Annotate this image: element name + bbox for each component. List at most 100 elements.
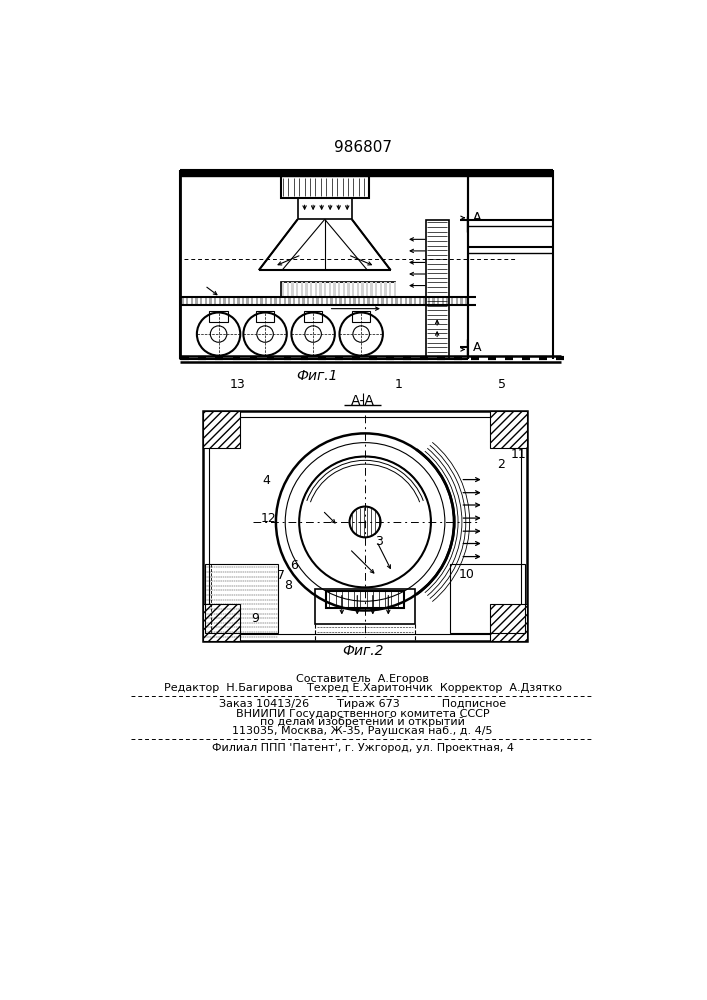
- Bar: [370, 282, 373, 296]
- Text: по делам изобретений и открытий: по делам изобретений и открытий: [260, 717, 465, 727]
- Bar: [307, 297, 309, 305]
- Bar: [356, 282, 359, 296]
- Bar: [437, 297, 440, 305]
- Bar: [391, 297, 393, 305]
- Bar: [291, 282, 293, 296]
- Bar: [372, 297, 374, 305]
- Bar: [446, 297, 449, 305]
- Bar: [281, 282, 395, 297]
- Bar: [195, 297, 198, 305]
- Bar: [368, 297, 370, 305]
- Bar: [377, 297, 379, 305]
- Bar: [490, 604, 527, 641]
- Text: Филиал ППП 'Патент', г. Ужгород, ул. Проектная, 4: Филиал ППП 'Патент', г. Ужгород, ул. Про…: [211, 743, 514, 753]
- Bar: [321, 297, 323, 305]
- Bar: [468, 170, 554, 176]
- Bar: [228, 297, 230, 305]
- Text: 1: 1: [395, 378, 402, 391]
- Bar: [256, 297, 258, 305]
- Bar: [203, 604, 240, 641]
- Bar: [327, 591, 404, 608]
- Bar: [200, 297, 202, 305]
- Bar: [358, 297, 361, 305]
- Text: 13: 13: [230, 378, 246, 391]
- Bar: [442, 297, 444, 305]
- Bar: [465, 297, 467, 305]
- Text: 113035, Москва, Ж-35, Раушская наб., д. 4/5: 113035, Москва, Ж-35, Раушская наб., д. …: [233, 726, 493, 736]
- Bar: [203, 411, 240, 448]
- Bar: [270, 297, 272, 305]
- Bar: [428, 297, 430, 305]
- Bar: [304, 311, 322, 322]
- Bar: [182, 297, 184, 305]
- Bar: [320, 282, 322, 296]
- Bar: [315, 282, 317, 296]
- Bar: [395, 297, 397, 305]
- Text: Фиг.1: Фиг.1: [296, 369, 338, 383]
- Bar: [414, 297, 416, 305]
- Text: Составитель  А.Егоров: Составитель А.Егоров: [296, 674, 429, 684]
- Bar: [352, 311, 370, 322]
- Bar: [423, 297, 426, 305]
- Bar: [333, 282, 336, 296]
- Bar: [385, 282, 387, 296]
- Bar: [460, 297, 462, 305]
- Bar: [330, 297, 332, 305]
- Bar: [288, 297, 291, 305]
- Bar: [260, 297, 263, 305]
- Bar: [310, 282, 312, 296]
- Bar: [204, 564, 279, 633]
- Bar: [426, 220, 449, 359]
- Text: 3: 3: [375, 535, 383, 548]
- Bar: [265, 297, 267, 305]
- Text: 11: 11: [510, 448, 527, 461]
- Circle shape: [349, 507, 380, 537]
- Bar: [344, 297, 346, 305]
- Bar: [251, 297, 253, 305]
- Bar: [256, 311, 274, 322]
- Bar: [354, 297, 356, 305]
- Bar: [375, 282, 378, 296]
- Bar: [338, 282, 340, 296]
- Text: 9: 9: [251, 612, 259, 625]
- Bar: [451, 297, 453, 305]
- Text: А: А: [473, 211, 481, 224]
- Bar: [247, 297, 249, 305]
- Bar: [349, 297, 351, 305]
- Text: 986807: 986807: [334, 140, 392, 155]
- Bar: [180, 170, 468, 176]
- Bar: [433, 297, 435, 305]
- Text: А: А: [473, 341, 481, 354]
- Bar: [284, 297, 286, 305]
- Bar: [298, 198, 352, 219]
- Text: 7: 7: [276, 569, 285, 582]
- Bar: [325, 297, 328, 305]
- Bar: [386, 297, 388, 305]
- Bar: [339, 297, 341, 305]
- Bar: [203, 411, 527, 641]
- Bar: [315, 589, 416, 624]
- Text: Редактор  Н.Багирова    Техред Е.Харитончик  Корректор  А.Дзятко: Редактор Н.Багирова Техред Е.Харитончик …: [164, 683, 562, 693]
- Bar: [343, 282, 345, 296]
- Bar: [296, 282, 298, 296]
- Text: 12: 12: [260, 512, 276, 525]
- Bar: [361, 282, 363, 296]
- Text: ВНИИПИ Государственного комитета СССР: ВНИИПИ Государственного комитета СССР: [236, 709, 489, 719]
- Bar: [381, 297, 384, 305]
- Bar: [316, 297, 319, 305]
- Bar: [450, 564, 525, 633]
- Bar: [300, 282, 303, 296]
- Bar: [298, 297, 300, 305]
- Bar: [312, 297, 314, 305]
- Bar: [233, 297, 235, 305]
- Bar: [380, 282, 382, 296]
- Bar: [456, 297, 458, 305]
- Bar: [237, 297, 240, 305]
- Bar: [274, 297, 276, 305]
- Text: Заказ 10413/26        Тираж 673            Подписное: Заказ 10413/26 Тираж 673 Подписное: [219, 699, 506, 709]
- Text: 4: 4: [263, 474, 271, 487]
- Bar: [305, 282, 308, 296]
- Bar: [335, 297, 337, 305]
- Bar: [204, 297, 207, 305]
- Bar: [389, 282, 392, 296]
